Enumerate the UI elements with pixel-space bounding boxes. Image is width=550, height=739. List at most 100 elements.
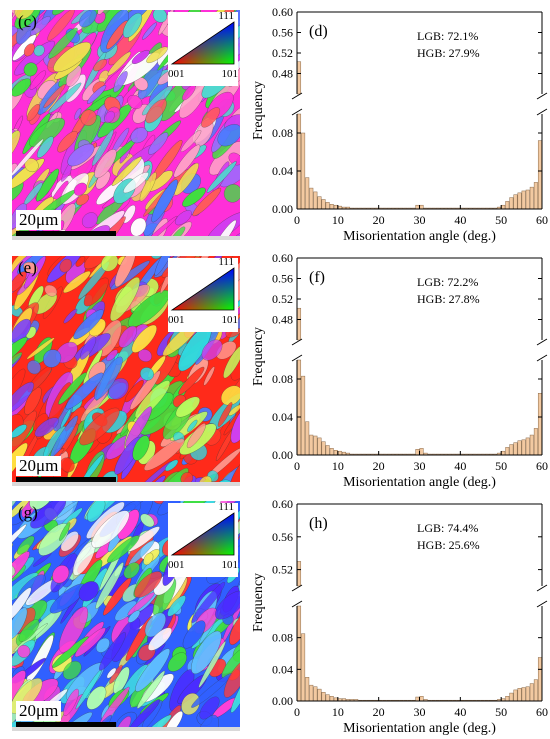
x-tick-label: 30 (414, 705, 426, 719)
grain (23, 262, 38, 274)
ipf-label-101: 101 (221, 68, 239, 80)
grain (12, 271, 27, 292)
grain (23, 62, 38, 77)
y-tick-label: 0.60 (272, 497, 293, 511)
y-axis-label: Frequency (251, 573, 266, 632)
grain (18, 619, 40, 642)
axis-break-mark (291, 338, 303, 362)
histogram-bar (521, 687, 526, 702)
x-axis-label: Misorientation angle (deg.) (343, 721, 496, 736)
grain (144, 438, 185, 471)
histogram-bar (525, 686, 530, 702)
histogram-bar (537, 657, 542, 702)
scale-label: 20μm (16, 456, 62, 476)
grain (182, 620, 206, 649)
grain (143, 552, 154, 566)
grain (132, 435, 150, 461)
ipf-label-111: 111 (218, 10, 234, 22)
grain (24, 386, 42, 415)
grain (63, 308, 78, 324)
grain (140, 367, 154, 381)
panel-row-2: 111 001 101 (e) 20μm 0.48 0.52 0.56 0.60 0.0… (0, 246, 550, 492)
grain (148, 627, 172, 651)
grain (125, 406, 152, 448)
grain (58, 606, 89, 653)
histogram-bar (317, 437, 322, 456)
grain (80, 109, 97, 126)
annotation-label: LGB: 74.4% (417, 521, 478, 535)
histogram-bar (333, 204, 338, 210)
histogram-bar (313, 435, 318, 456)
histogram-d: 0.48 0.52 0.56 0.60 0.00 0.04 0.08 0 10 20 30 40 50 6… (251, 5, 548, 244)
grain (23, 43, 35, 57)
grain (86, 686, 107, 710)
x-tick-label: 60 (536, 705, 548, 719)
ipf-label-001: 001 (168, 314, 185, 326)
histogram-bar (309, 187, 314, 210)
histogram-bar (501, 204, 506, 210)
grain (223, 659, 240, 698)
histogram-bar (329, 204, 334, 210)
grain (127, 94, 143, 110)
grain (78, 581, 99, 602)
grain (26, 104, 40, 122)
y-tick-label: 0.52 (272, 46, 293, 60)
grain (35, 168, 60, 202)
grain (12, 587, 32, 623)
grain (16, 535, 35, 555)
grain (79, 407, 120, 446)
panel-label: (h) (309, 515, 328, 532)
grain (104, 110, 115, 124)
grain (96, 637, 110, 653)
grain (43, 349, 62, 368)
grain (12, 563, 16, 577)
grain (182, 187, 206, 207)
grain (65, 372, 104, 410)
y-tick-label: 0.48 (272, 67, 293, 81)
histogram-bar (329, 448, 334, 456)
grain (140, 513, 155, 528)
grain (12, 382, 34, 414)
histogram-bar (301, 132, 306, 210)
chart-f: 0.48 0.52 0.56 0.60 0.00 0.04 0.08 0 10 20 30 40 50 6… (250, 248, 550, 492)
histogram-bar (297, 113, 302, 210)
grain (29, 501, 54, 510)
grain (110, 277, 140, 322)
histogram-bar (301, 633, 306, 702)
x-tick-label: 30 (414, 459, 426, 473)
ipf-label-001: 001 (168, 559, 185, 571)
histogram-bar (537, 393, 542, 456)
histogram-bar (509, 444, 514, 456)
histogram-bar (313, 686, 318, 702)
grain (30, 501, 66, 529)
y-tick-label: 0.52 (272, 563, 293, 577)
grain (52, 565, 70, 584)
histogram-bar (525, 189, 530, 210)
histogram-bar (321, 441, 326, 456)
scale-bar (16, 231, 116, 236)
grain (91, 510, 130, 548)
grain (217, 402, 233, 427)
grain (53, 41, 91, 73)
grain (201, 107, 221, 128)
y-tick-label: 0.04 (272, 410, 293, 424)
grain (113, 71, 128, 93)
grain (87, 501, 106, 523)
grain (215, 590, 240, 620)
panel-label: (f) (309, 269, 325, 286)
grain (48, 82, 82, 114)
grain (63, 270, 91, 294)
grain (67, 143, 95, 167)
x-tick-label: 30 (414, 213, 426, 227)
y-tick-label: 0.56 (272, 272, 293, 286)
grain (150, 256, 163, 259)
grain (74, 108, 82, 120)
grain (175, 396, 200, 418)
histogram-bar (329, 696, 334, 702)
grain (82, 212, 98, 229)
histogram-bar (321, 692, 326, 702)
grain (52, 10, 69, 16)
grain (122, 12, 143, 38)
x-tick-label: 20 (373, 213, 385, 227)
grain (14, 10, 36, 20)
